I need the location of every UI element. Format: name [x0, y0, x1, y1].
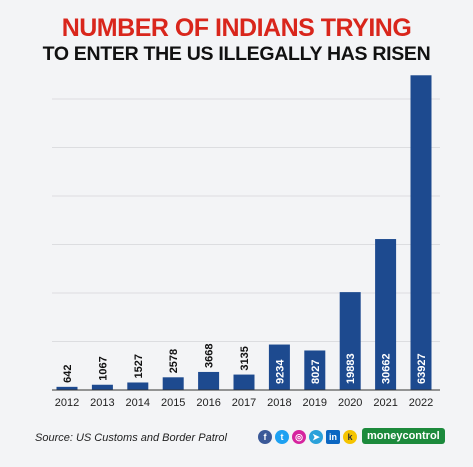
bar-2022 [410, 75, 432, 390]
x-tick-2021: 2021 [373, 397, 397, 409]
bar-2020 [339, 292, 361, 390]
bar-2013 [91, 384, 113, 390]
bar-2012 [56, 386, 78, 390]
x-tick-2012: 2012 [55, 397, 79, 409]
bar-2017 [233, 374, 255, 390]
data-label-2017: 3135 [239, 346, 251, 370]
brand-logo: moneycontrol [362, 428, 445, 444]
data-label-2018: 9234 [274, 359, 286, 384]
bar-2018 [268, 344, 290, 390]
chart-subtitle: TO ENTER THE US ILLEGALLY HAS RISEN [42, 43, 431, 65]
bar-2016 [198, 371, 220, 390]
x-tick-2022: 2022 [409, 397, 433, 409]
data-label-2014: 1527 [133, 354, 145, 378]
instagram-icon[interactable]: ◎ [292, 430, 306, 444]
data-label-2022: 63927 [416, 353, 428, 384]
x-tick-2013: 2013 [90, 397, 114, 409]
x-tick-2015: 2015 [161, 397, 185, 409]
data-label-2015: 2578 [168, 349, 180, 373]
x-tick-2019: 2019 [303, 397, 327, 409]
twitter-icon[interactable]: t [275, 430, 289, 444]
x-tick-2017: 2017 [232, 397, 256, 409]
chart-title: NUMBER OF INDIANS TRYING [61, 14, 412, 42]
x-tick-2018: 2018 [267, 397, 291, 409]
bar-2015 [162, 377, 184, 390]
data-label-2013: 1067 [97, 356, 109, 380]
bar-2021 [375, 239, 397, 390]
x-tick-2016: 2016 [196, 397, 220, 409]
data-label-2021: 30662 [381, 353, 393, 384]
data-label-2019: 8027 [310, 360, 322, 384]
bar-2014 [127, 382, 149, 390]
data-label-2020: 19883 [345, 353, 357, 384]
data-label-2012: 642 [62, 364, 74, 382]
bar-2019 [304, 350, 326, 390]
data-labels: 642 1067 1527 2578 3668 3135 9234 8027 19883 3066… [62, 343, 428, 384]
x-tick-2014: 2014 [126, 397, 150, 409]
linkedin-icon[interactable]: in [326, 430, 340, 444]
source-note: Source: US Customs and Border Patrol [35, 432, 227, 444]
koo-icon[interactable]: k [343, 430, 357, 444]
bars [56, 75, 432, 390]
facebook-icon[interactable]: f [258, 430, 272, 444]
x-tick-labels: 2012 2013 2014 2015 2016 2017 2018 2019 2020 2021… [55, 397, 433, 409]
data-label-2016: 3668 [204, 343, 216, 367]
telegram-icon[interactable]: ➤ [309, 430, 323, 444]
social-icons: f t ◎ ➤ in k [258, 430, 357, 444]
x-tick-2020: 2020 [338, 397, 362, 409]
